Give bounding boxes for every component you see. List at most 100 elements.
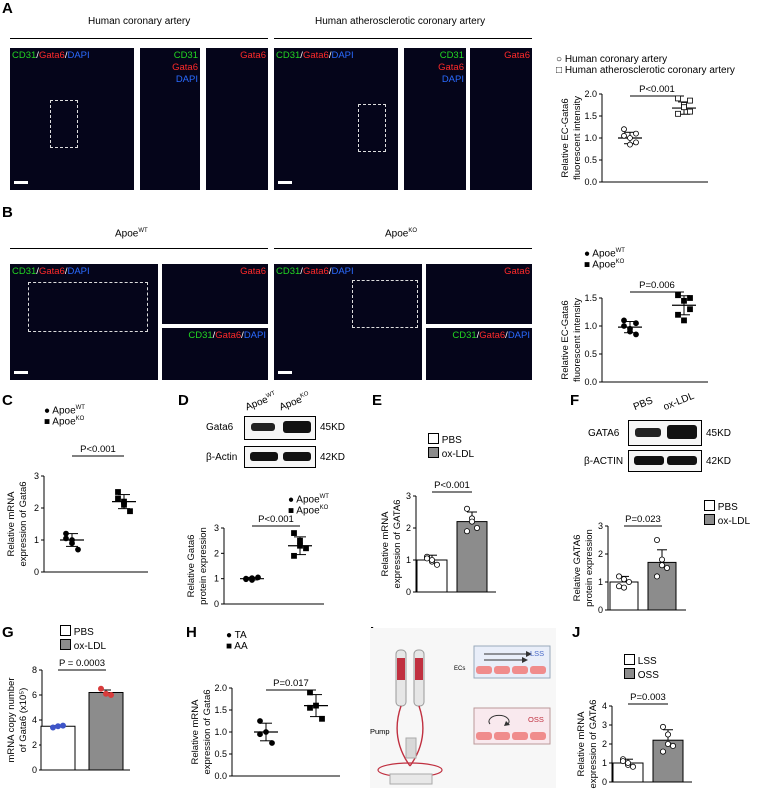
data-point — [625, 760, 632, 767]
micrograph-a1-gata6: Gata6 — [206, 48, 268, 190]
data-point — [108, 692, 115, 699]
group2-title-a: Human atherosclerotic coronary artery — [315, 16, 486, 27]
micrograph-a2-gata6: Gata6 — [470, 48, 532, 190]
y-tick-label: 1.5 — [584, 293, 597, 303]
data-point — [269, 740, 275, 746]
p-value-label: P<0.001 — [80, 444, 116, 455]
data-point — [681, 104, 687, 111]
y-tick-label: 1 — [598, 577, 603, 587]
group2-title-b: ApoeKO — [385, 228, 418, 240]
data-point — [659, 562, 666, 569]
y-tick-label: 6 — [32, 690, 37, 700]
p-value-label: P<0.001 — [434, 480, 470, 491]
chart-g: 0 2 4 6 8 mRNA copy number of Gata6 (x10⁵) P = … — [6, 658, 130, 775]
data-point — [429, 557, 436, 564]
panel-label-a: A — [2, 0, 13, 17]
data-point — [675, 110, 681, 117]
panel-label-b: B — [2, 204, 13, 221]
y-tick-label: 1 — [602, 758, 607, 768]
chart-b: 0.0 0.5 1.0 1.5 Relative EC-Gata6 fluorescent… — [560, 280, 708, 387]
data-point — [307, 704, 313, 711]
data-point — [291, 552, 297, 559]
legend-b: ● ApoeWT ■ ApoeKO — [584, 248, 625, 271]
legend-h: ● TA ■ AA — [226, 630, 248, 652]
band2-label-f: β-ACTIN — [584, 456, 624, 467]
y-tick-label: 2.0 — [584, 89, 597, 99]
y-tick-label: 2 — [214, 548, 219, 558]
y-tick-label: 0 — [406, 587, 411, 597]
data-point — [127, 508, 133, 515]
data-point — [249, 575, 255, 582]
oss-label: OSS — [528, 715, 544, 724]
blot-gata6-d — [244, 416, 316, 440]
data-point — [675, 292, 681, 299]
data-point — [55, 723, 62, 730]
data-point — [115, 489, 121, 495]
data-point — [687, 97, 693, 104]
data-point — [469, 518, 476, 525]
data-point — [664, 565, 671, 572]
band2-kd-d: 42KD — [320, 452, 346, 463]
blot-gata6-f — [628, 420, 702, 446]
blot-actin-d — [244, 446, 316, 468]
data-point — [263, 729, 269, 735]
y-axis-label-2: expression of GATA6 — [588, 700, 599, 789]
y-axis-label: Relative mRNA — [380, 511, 391, 577]
data-point — [654, 573, 661, 580]
y-tick-label: 0.0 — [584, 377, 597, 387]
data-point — [687, 108, 693, 115]
data-point — [307, 689, 313, 696]
y-axis-label: Relative Gata6 — [186, 535, 197, 598]
bar — [456, 521, 488, 593]
scale-bar — [14, 181, 28, 184]
data-point — [630, 763, 637, 770]
data-point — [620, 758, 627, 765]
y-axis-label: Relative mRNA — [190, 699, 201, 765]
y-axis-label-2: protein expression — [584, 529, 595, 607]
group1-title-a: Human coronary artery — [88, 16, 191, 27]
data-point — [627, 325, 633, 332]
data-point — [621, 323, 627, 329]
data-point — [255, 574, 261, 581]
y-axis-label-2: expression of Gata6 — [18, 481, 29, 566]
y-tick-label: 3 — [34, 471, 39, 481]
micrograph-b1-zoom: CD31/Gata6/DAPI — [162, 328, 268, 380]
data-point — [633, 320, 639, 327]
bar — [40, 725, 76, 771]
data-point — [464, 505, 471, 512]
p-value-label: P<0.001 — [258, 514, 294, 525]
data-point — [660, 748, 667, 755]
y-tick-label: 1.0 — [214, 727, 227, 737]
data-point — [464, 528, 471, 535]
data-point — [633, 331, 639, 338]
data-point — [60, 722, 67, 729]
y-tick-label: 1.5 — [214, 705, 227, 715]
data-point — [681, 297, 687, 304]
data-point — [115, 495, 121, 502]
band1-kd-d: 45KD — [320, 422, 346, 433]
data-point — [627, 135, 633, 141]
y-tick-label: 0.5 — [584, 155, 597, 165]
data-point — [687, 306, 693, 313]
micrograph-b2-zoom: CD31/Gata6/DAPI — [426, 328, 532, 380]
chart-h: 0.0 0.5 1.0 1.5 2.0 Relative mRNA expression o… — [190, 678, 340, 781]
y-tick-label: 1.0 — [584, 321, 597, 331]
legend-f: PBS ox-LDL — [704, 500, 750, 528]
pump-label: Pump — [370, 727, 390, 736]
y-axis-label: Relative EC-Gata6 — [560, 300, 571, 379]
data-point — [103, 690, 110, 697]
data-point — [621, 132, 627, 139]
data-point — [474, 525, 481, 532]
y-tick-label: 1 — [214, 574, 219, 584]
chart-e: 0 1 2 3 Relative mRNA expression of GATA6 P<0.… — [380, 480, 496, 597]
flow-schematic-i: Pump LSS ECs OSS — [370, 628, 556, 788]
data-point — [621, 584, 628, 591]
band1-kd-f: 45KD — [706, 428, 732, 439]
bar — [88, 692, 124, 771]
y-tick-label: 1.5 — [584, 111, 597, 121]
y-tick-label: 0 — [598, 605, 603, 615]
y-axis-label-2: fluorescent intensity — [572, 298, 583, 382]
y-tick-label: 3 — [214, 523, 219, 533]
legend-g: PBS ox-LDL — [60, 625, 106, 653]
y-tick-label: 4 — [32, 715, 37, 725]
